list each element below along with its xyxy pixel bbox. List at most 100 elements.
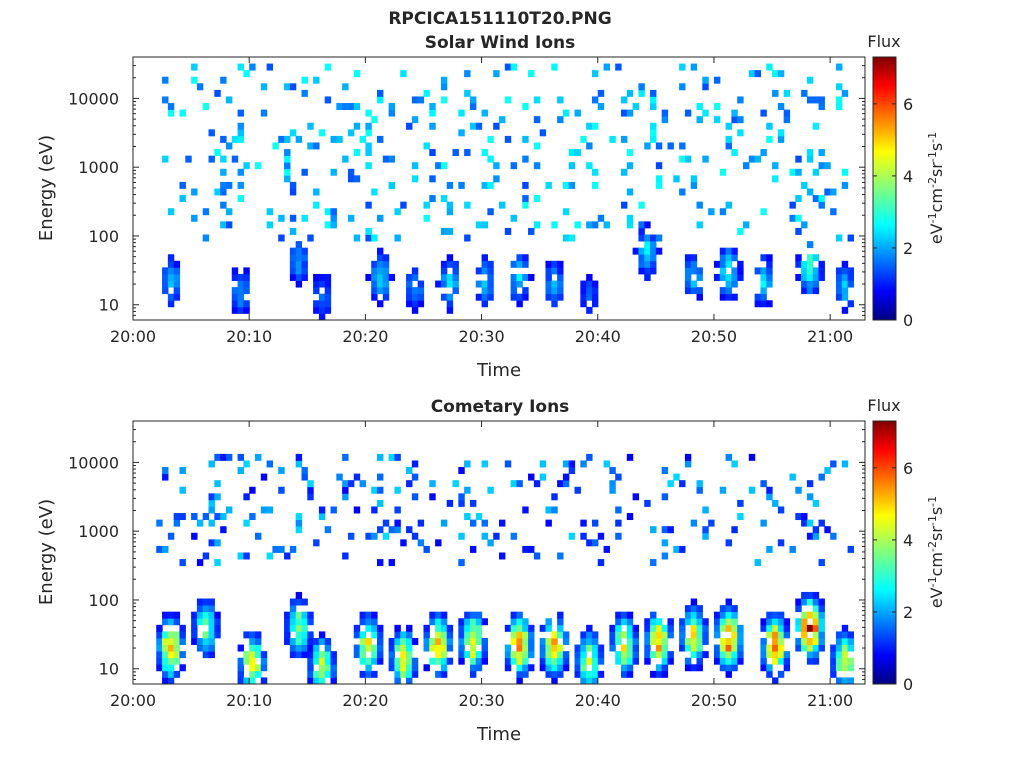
x-axis: 20:00 20:10 20:20 20:30 20:40 20:50 21:00 [110, 57, 853, 346]
heatmap-cell [522, 624, 529, 632]
heatmap-cell [591, 96, 599, 104]
heatmap-cell [528, 473, 535, 481]
heatmap-cell [562, 480, 570, 488]
heatmap-cell [260, 664, 268, 672]
heatmap-cell [725, 247, 732, 255]
heatmap-cell [243, 631, 250, 639]
heatmap-cell [330, 677, 337, 684]
heatmap-cell [313, 670, 320, 678]
heatmap-cell [400, 70, 407, 78]
heatmap-cell [667, 480, 674, 488]
heatmap-cell [214, 624, 221, 632]
heatmap-cell [231, 293, 239, 301]
heatmap-cell [173, 287, 181, 295]
heatmap-cell [231, 306, 239, 314]
heatmap-cell [347, 103, 355, 111]
heatmap-cell [580, 300, 587, 308]
heatmap-cell [423, 637, 430, 645]
heatmap-cell [429, 122, 436, 130]
heatmap-cell [621, 651, 628, 659]
heatmap-cell [191, 637, 198, 645]
heatmap-cell [440, 670, 448, 678]
heatmap-cell [621, 657, 628, 665]
heatmap-cell [318, 300, 326, 308]
heatmap-cell [347, 532, 355, 540]
heatmap-cell [394, 208, 401, 216]
heatmap-cell [481, 657, 488, 665]
heatmap-cell [208, 539, 215, 547]
heatmap-cell [609, 467, 616, 474]
heatmap-cell [237, 644, 244, 652]
heatmap-cell [795, 644, 802, 652]
heatmap-cell [382, 254, 390, 262]
heatmap-cell [812, 122, 820, 130]
heatmap-cell [522, 287, 529, 295]
heatmap-cell [580, 651, 587, 659]
heatmap-cell [731, 651, 738, 659]
heatmap-cell [690, 637, 698, 645]
heatmap-cell [208, 506, 215, 514]
heatmap-cell [516, 293, 523, 301]
heatmap-cell [522, 657, 529, 665]
x-tick-label: 20:40 [575, 327, 621, 346]
heatmap-cell [551, 631, 558, 639]
heatmap-cell [446, 293, 454, 301]
heatmap-cell [731, 664, 738, 672]
heatmap-cell [377, 644, 384, 652]
figure-title: RPCICA151110T20.PNG [388, 9, 611, 29]
heatmap-cell [295, 247, 303, 255]
heatmap-cell [835, 280, 843, 288]
heatmap-cell [173, 280, 181, 288]
heatmap-cell [777, 657, 785, 665]
heatmap-cell [324, 651, 332, 659]
heatmap-cell [522, 651, 529, 659]
heatmap-cell [655, 637, 663, 645]
heatmap-cell [220, 155, 227, 163]
heatmap-cell [179, 664, 186, 672]
heatmap-cell [307, 631, 314, 639]
heatmap-cell [406, 287, 413, 295]
heatmap-cell [679, 480, 686, 488]
heatmap-cell [830, 657, 837, 665]
heatmap-cell [812, 280, 820, 288]
heatmap-cell [446, 624, 454, 632]
heatmap-cell [336, 135, 343, 143]
heatmap-cell [411, 175, 419, 183]
heatmap-cell [812, 605, 820, 613]
y-tick-label: 100 [88, 227, 119, 246]
heatmap-cell [191, 611, 198, 619]
heatmap-cell [818, 644, 825, 652]
heatmap-cell [452, 149, 459, 157]
heatmap-cell [719, 664, 727, 672]
heatmap-cell [371, 293, 378, 301]
heatmap-cell [626, 149, 634, 157]
heatmap-cell [225, 181, 233, 189]
heatmap-cell [371, 287, 378, 295]
heatmap-cell [696, 273, 703, 281]
heatmap-cell [208, 499, 215, 507]
heatmap-cell [318, 631, 326, 639]
heatmap-cell [557, 664, 564, 672]
heatmap-cell [638, 227, 645, 235]
y-axis-label: Energy (eV) [36, 499, 57, 605]
heatmap-cell [208, 519, 215, 527]
heatmap-cell [260, 473, 268, 481]
heatmap-cell [719, 605, 727, 613]
heatmap-cell [835, 96, 843, 104]
heatmap-cell [806, 241, 814, 249]
heatmap-cell [289, 260, 297, 268]
heatmap-cell [400, 670, 407, 678]
heatmap-cell [574, 651, 581, 659]
heatmap-cell [696, 103, 703, 111]
heatmap-cell [626, 624, 634, 632]
heatmap-cell [644, 234, 651, 242]
heatmap-cell [835, 644, 843, 652]
heatmap-cell [650, 631, 657, 639]
heatmap-cell [504, 63, 512, 71]
heatmap-cell [731, 618, 738, 626]
heatmap-cell [818, 559, 825, 567]
heatmap-cell [772, 70, 779, 78]
heatmap-cell [551, 280, 558, 288]
heatmap-cell [533, 552, 541, 560]
heatmap-cell [469, 631, 477, 639]
